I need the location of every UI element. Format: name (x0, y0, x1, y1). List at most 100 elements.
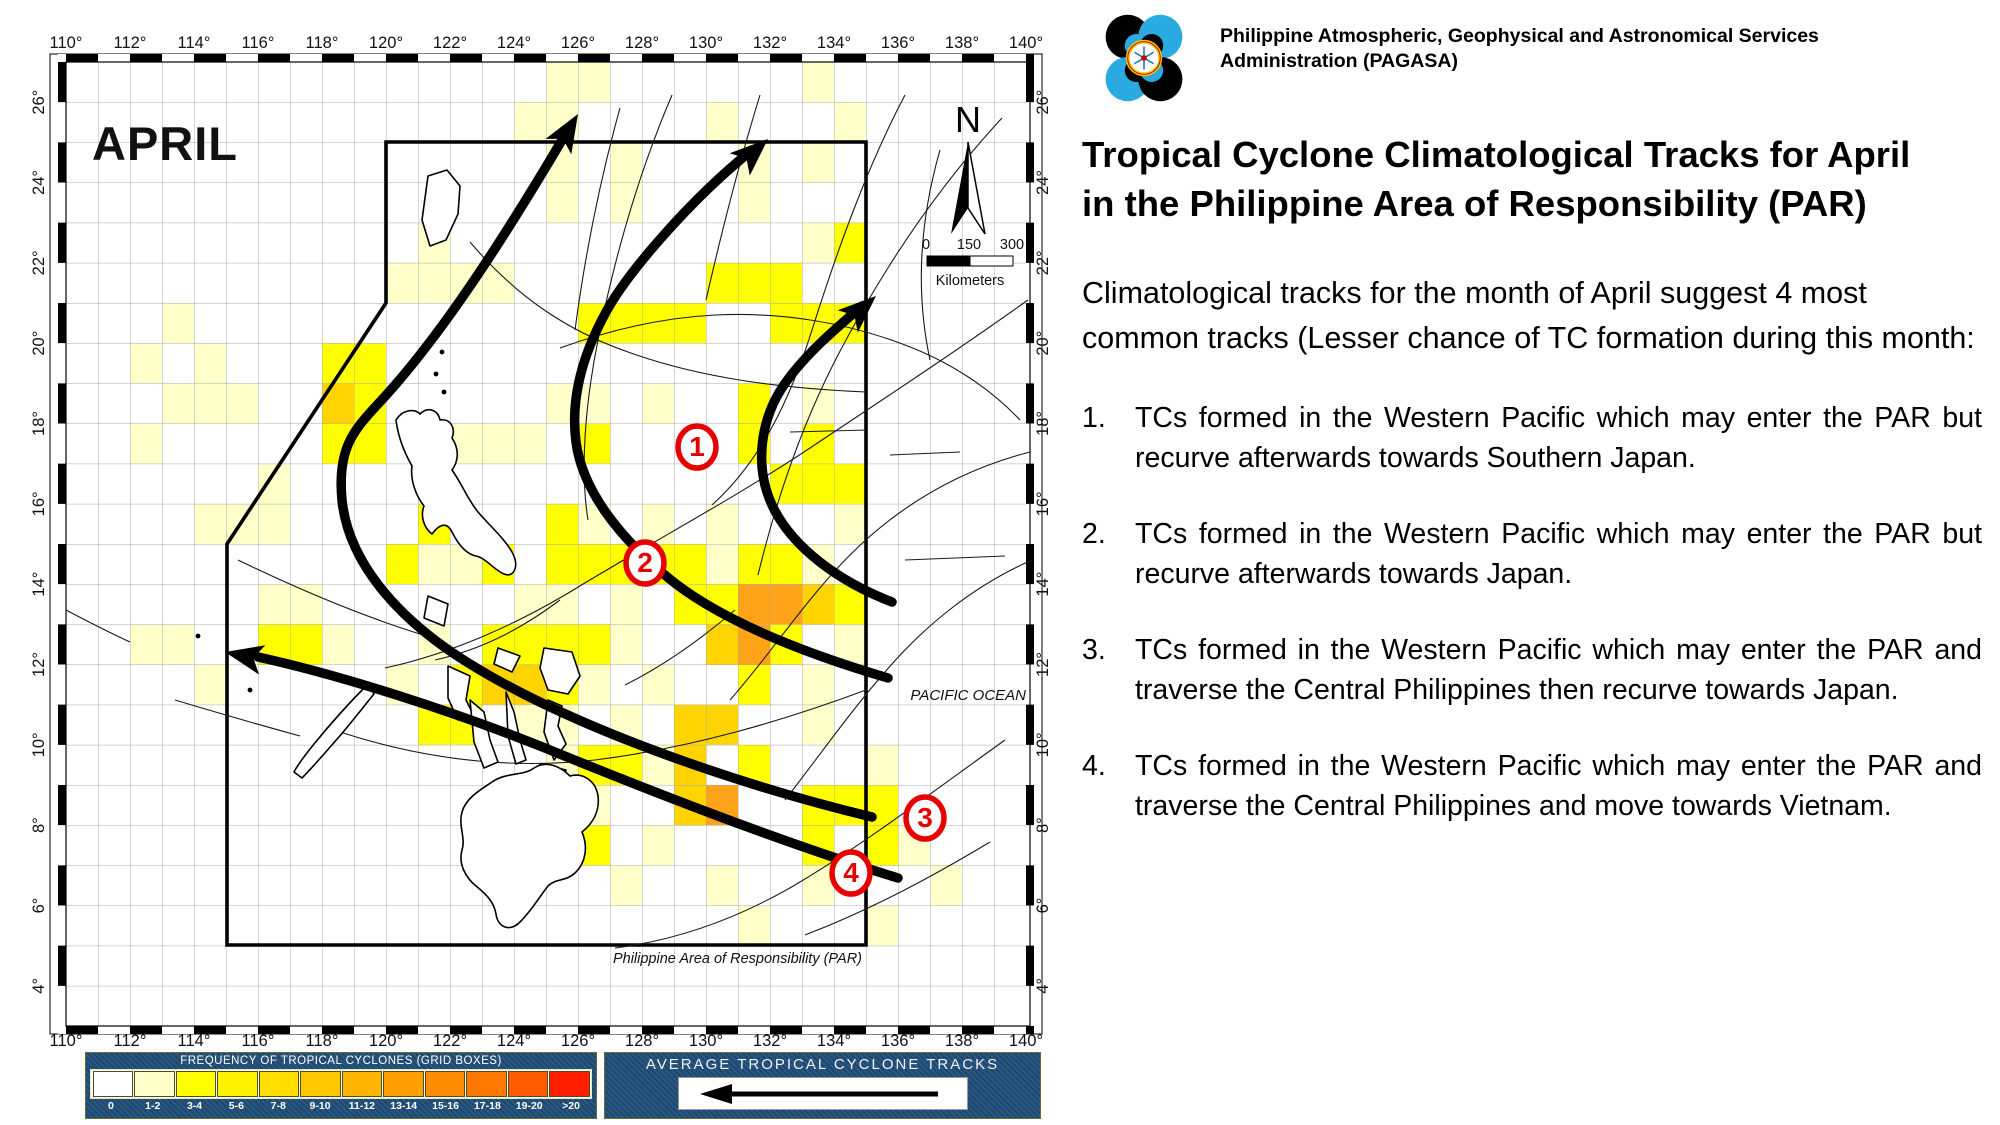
legend-swatch (341, 1071, 382, 1097)
average-track-arrows (225, 114, 903, 883)
axis-degree-labels: 110°110°112°112°114°114°116°116°118°118°… (30, 34, 1052, 1050)
climatology-map-panel: 110° 110° 112° 112° 114° 114° 116° 116° 118° 118°… (30, 34, 1052, 1119)
tracks-legend-title: AVERAGE TROPICAL CYCLONE TRACKS (645, 1056, 1000, 1073)
frequency-legend: FREQUENCY OF TROPICAL CYCLONES (GRID BOX… (85, 1052, 597, 1119)
track-arrowheads (225, 114, 876, 675)
tracks-legend: AVERAGE TROPICAL CYCLONE TRACKS (604, 1052, 1041, 1119)
lon-label: 110° (50, 1032, 83, 1050)
lat-label: 26° (1034, 90, 1052, 115)
frequency-bin-labels: 0 1-2 3-4 5-6 7-8 9-10 11-12 13-14 15-16 17-18 19-… (90, 1100, 592, 1112)
lon-label: 138° (945, 1032, 979, 1050)
svg-text:Kilometers: Kilometers (936, 273, 1005, 289)
legend-swatch (175, 1071, 216, 1097)
track-marker-2: 2 (623, 539, 667, 587)
legend-bin-label: 13-14 (390, 1100, 418, 1112)
list-item: 4. TCs formed in the Western Pacific whi… (1082, 746, 1982, 826)
pagasa-logo-icon (1105, 14, 1183, 102)
org-name: Philippine Atmospheric, Geophysical and … (1220, 10, 1819, 74)
lat-label: 12° (1034, 652, 1052, 677)
average-track-2 (569, 145, 893, 683)
legend-bin-label: 5-6 (228, 1100, 244, 1112)
track-number-markers: 1 2 3 4 (623, 423, 947, 897)
lon-label: 116° (242, 1032, 275, 1050)
lon-label: 124° (497, 1032, 531, 1050)
list-item: 1. TCs formed in the Western Pacific whi… (1082, 398, 1982, 478)
lat-label: 6° (30, 898, 48, 914)
legend-swatch (507, 1071, 548, 1097)
lon-label: 134° (817, 1032, 851, 1050)
par-boundary (225, 140, 868, 947)
track-marker-1: 1 (675, 423, 719, 471)
north-arrow: N (951, 99, 986, 235)
lon-label: 110° (50, 34, 83, 52)
legend-bin-label: 17-18 (473, 1100, 501, 1112)
list-item-text: TCs formed in the Western Pacific which … (1135, 750, 1982, 822)
svg-text:1: 1 (689, 431, 705, 462)
legend-swatch (258, 1071, 299, 1097)
philippines-coastline (195, 169, 600, 929)
page-title: Tropical Cyclone Climatological Tracks f… (1082, 130, 1987, 228)
lon-label: 114° (178, 34, 211, 52)
lon-label: 120° (369, 1032, 403, 1050)
legend-swatch (549, 1071, 590, 1097)
lon-label: 114° (178, 1032, 211, 1050)
org-name-line2: Administration (PAGASA) (1220, 50, 1458, 72)
lon-label: 126° (561, 1032, 595, 1050)
lon-label: 128° (625, 1032, 659, 1050)
list-item-text: TCs formed in the Western Pacific which … (1135, 518, 1982, 590)
legend-bin-label: 19-20 (515, 1100, 543, 1112)
legend-swatch (217, 1071, 258, 1097)
lon-label: 112° (114, 34, 147, 52)
map-legend: FREQUENCY OF TROPICAL CYCLONES (GRID BOX… (85, 1052, 1041, 1119)
legend-swatch (300, 1071, 341, 1097)
lat-label: 4° (30, 978, 48, 994)
list-item: 3. TCs formed in the Western Pacific whi… (1082, 630, 1982, 710)
lat-label: 4° (1034, 978, 1052, 994)
tracks-legend-symbol (677, 1077, 968, 1110)
map-month-title: APRIL (92, 117, 238, 170)
lat-label: 16° (1034, 491, 1052, 516)
lat-label: 18° (30, 411, 48, 436)
lat-label: 18° (1034, 411, 1052, 436)
lon-label: 132° (753, 1032, 787, 1050)
legend-swatch (424, 1071, 465, 1097)
list-item: 2. TCs formed in the Western Pacific whi… (1082, 514, 1982, 594)
legend-bin-label: 0 (107, 1100, 114, 1112)
lat-label: 14° (30, 572, 48, 597)
lat-label: 10° (30, 732, 48, 757)
par-boundary-label: Philippine Area of Responsibility (PAR) (613, 951, 862, 967)
lat-label: 24° (30, 170, 48, 195)
legend-bin-label: 11-12 (348, 1100, 376, 1112)
legend-bin-label: 15-16 (432, 1100, 459, 1112)
lat-label: 20° (30, 331, 48, 356)
legend-swatch (383, 1071, 424, 1097)
list-item-number: 1. (1082, 402, 1106, 434)
lon-label: 124° (497, 34, 531, 52)
svg-text:N: N (955, 99, 981, 140)
track-marker-3: 3 (903, 794, 947, 842)
org-header: Philippine Atmospheric, Geophysical and … (1082, 10, 1987, 106)
lon-label: 136° (881, 34, 915, 52)
list-item-number: 2. (1082, 518, 1106, 550)
lat-label: 10° (1034, 732, 1052, 757)
legend-bin-label: 7-8 (270, 1100, 286, 1112)
lon-label: 140° (1009, 34, 1043, 52)
left-arrow-icon (699, 1083, 938, 1104)
historical-track-lines (65, 94, 1033, 949)
lon-label: 136° (881, 1032, 915, 1050)
lon-label: 116° (242, 34, 275, 52)
lat-label: 24° (1034, 170, 1052, 195)
map-frame (49, 53, 1043, 1035)
lon-label: 130° (689, 1032, 723, 1050)
legend-swatch (466, 1071, 507, 1097)
lon-label: 120° (369, 34, 403, 52)
page-title-line2: in the Philippine Area of Responsibility… (1082, 183, 1867, 224)
lat-label: 22° (1034, 250, 1052, 275)
lat-label: 16° (30, 491, 48, 516)
pacific-ocean-label: PACIFIC OCEAN (910, 687, 1026, 704)
lat-label: 20° (1034, 331, 1052, 356)
lon-label: 128° (625, 34, 659, 52)
lon-label: 122° (433, 34, 467, 52)
lat-label: 6° (1034, 898, 1052, 914)
